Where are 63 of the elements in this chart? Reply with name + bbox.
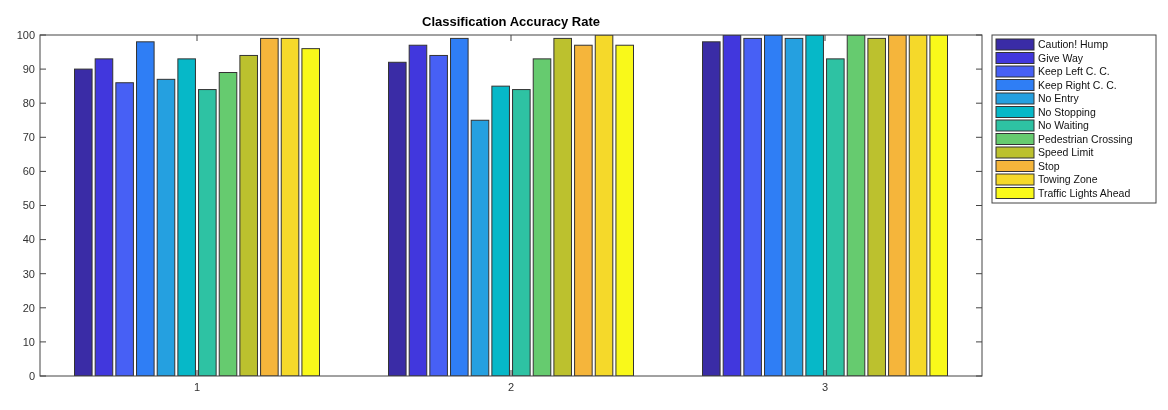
x-tick-label: 2 bbox=[507, 381, 515, 393]
y-tick-label: 20 bbox=[22, 301, 35, 314]
bar bbox=[574, 44, 593, 376]
bar bbox=[722, 35, 742, 376]
legend-label: Keep Left C. C. bbox=[1038, 65, 1110, 78]
y-tick-label: 70 bbox=[22, 131, 35, 144]
legend-label: Pedestrian Crossing bbox=[1038, 132, 1133, 145]
y-tick-label: 40 bbox=[22, 233, 35, 246]
bar bbox=[826, 58, 845, 376]
y-tick-label: 100 bbox=[16, 28, 35, 41]
y-tick-label: 90 bbox=[22, 62, 35, 75]
bar bbox=[888, 35, 907, 376]
bar bbox=[784, 37, 804, 376]
bar bbox=[115, 82, 134, 376]
bar bbox=[408, 44, 428, 376]
legend-label: Traffic Lights Ahead bbox=[1038, 186, 1131, 199]
bar bbox=[553, 37, 572, 376]
bar bbox=[764, 35, 783, 376]
bar bbox=[908, 35, 928, 376]
x-tick-label: 3 bbox=[821, 381, 829, 393]
bar bbox=[301, 48, 320, 376]
bar bbox=[94, 58, 114, 376]
legend-label: No Waiting bbox=[1038, 119, 1090, 132]
bar bbox=[470, 119, 490, 376]
bar bbox=[388, 61, 407, 376]
y-tick-label: 80 bbox=[22, 97, 35, 110]
y-tick-label: 30 bbox=[22, 267, 35, 280]
legend-label: Keep Right C. C. bbox=[1038, 78, 1117, 91]
bar bbox=[512, 89, 531, 376]
bar bbox=[702, 41, 721, 376]
bar bbox=[846, 35, 866, 376]
bar bbox=[239, 54, 258, 376]
legend-label: No Stopping bbox=[1038, 105, 1096, 118]
y-tick-label: 10 bbox=[22, 335, 35, 348]
legend-label: Towing Zone bbox=[1038, 173, 1098, 186]
legend-label: Speed Limit bbox=[1038, 146, 1094, 159]
bar bbox=[867, 37, 886, 376]
bar bbox=[260, 37, 279, 376]
bar bbox=[615, 44, 634, 376]
bar bbox=[805, 35, 824, 376]
bar bbox=[532, 58, 552, 376]
bar bbox=[280, 37, 300, 376]
bar bbox=[218, 72, 238, 376]
x-tick-label: 1 bbox=[193, 381, 201, 393]
bar bbox=[156, 78, 176, 376]
bar bbox=[929, 35, 948, 376]
bar bbox=[743, 37, 762, 376]
bar bbox=[429, 54, 448, 376]
bar bbox=[136, 41, 155, 376]
y-tick-label: 0 bbox=[28, 369, 35, 382]
bar bbox=[450, 37, 469, 376]
chart-title: Classification Accuracy Rate bbox=[422, 14, 600, 29]
y-tick-label: 60 bbox=[22, 165, 35, 178]
bar bbox=[198, 89, 217, 376]
bar bbox=[594, 35, 614, 376]
bar bbox=[491, 85, 510, 376]
legend-label: Give Way bbox=[1038, 51, 1084, 64]
legend-label: No Entry bbox=[1038, 92, 1080, 105]
bar bbox=[177, 58, 196, 376]
y-tick-label: 50 bbox=[22, 199, 35, 212]
legend-label: Stop bbox=[1038, 159, 1060, 172]
bar bbox=[74, 68, 93, 376]
legend-label: Caution! Hump bbox=[1038, 38, 1109, 51]
